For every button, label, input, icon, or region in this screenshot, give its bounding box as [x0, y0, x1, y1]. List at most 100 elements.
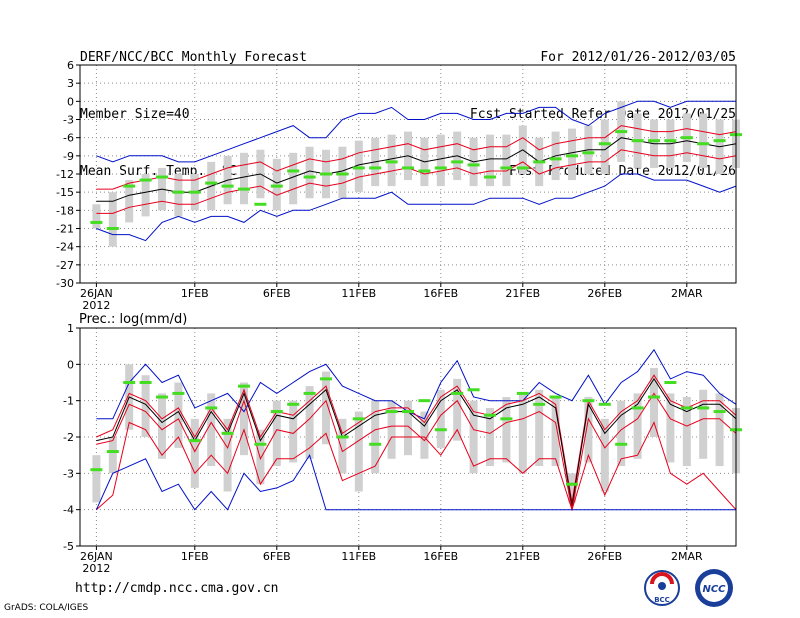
panel2-ensemble-box	[699, 389, 708, 459]
panel1-obs-marker	[205, 181, 218, 185]
panel1-obs-marker	[221, 184, 234, 188]
panel2-obs-marker	[320, 377, 332, 381]
panel1-obs-marker	[434, 166, 447, 170]
panel2-obs-marker	[188, 439, 201, 443]
panel2-obs-marker	[516, 391, 529, 395]
panel1-obs-marker	[566, 154, 578, 158]
panel2-xtick-label: 2MAR	[671, 550, 703, 563]
panel2-ensemble-box	[682, 397, 691, 467]
panel1-ensemble-box	[699, 113, 708, 168]
panel2-ytick-label: -5	[63, 540, 74, 553]
panel2-obs-marker	[664, 381, 677, 384]
panel1-obs-marker	[697, 142, 710, 146]
panel1-ytick-label: -9	[63, 150, 74, 163]
panel2-ensemble-box	[420, 411, 429, 459]
panel1-obs-marker	[188, 190, 201, 194]
panel2-xtick-label: 6FEB	[263, 550, 291, 563]
panel2-obs-marker	[451, 391, 464, 395]
panel1-obs-marker	[254, 202, 267, 206]
panel1-ensemble-box	[305, 146, 314, 199]
panel1-obs-marker	[451, 160, 464, 164]
panel2-obs-marker	[238, 384, 250, 388]
panel2-ensemble-box	[223, 418, 232, 492]
panel2-ensemble-box	[305, 386, 314, 459]
panel1-obs-marker	[320, 172, 332, 176]
panel2-ensemble-box	[272, 400, 281, 467]
panel2-ensemble-box	[92, 455, 101, 503]
panel2-ytick-label: -3	[63, 467, 74, 480]
panel2-ensemble-box	[158, 393, 166, 459]
ncc-logo: NCC	[695, 569, 733, 607]
panel2-obs-marker	[221, 431, 234, 435]
panel2-obs-marker	[566, 482, 578, 486]
panel2-ensemble-box	[289, 400, 298, 463]
panel2-ensemble-box	[207, 393, 216, 467]
panel2-obs-marker	[156, 395, 168, 399]
panel1-xtick-label: 11FEB	[341, 287, 376, 300]
panel1-xtick-label: 1FEB	[181, 287, 209, 300]
panel1-obs-marker	[533, 160, 546, 164]
panel2-ensemble-box	[354, 411, 363, 492]
panel1-ytick-label: 0	[67, 95, 74, 108]
panel2-ensemble-box	[108, 437, 117, 474]
panel2-ensemble-box	[453, 378, 462, 441]
panel1-obs-marker	[287, 169, 300, 173]
panel2-obs-marker	[369, 442, 382, 446]
panel2-line-min	[95, 454, 736, 511]
bcc-logo-text: BCC	[654, 596, 670, 604]
panel2-line-upper	[96, 374, 737, 503]
panel2-ytick-label: 0	[67, 358, 74, 371]
panel2-ensemble-box	[469, 400, 478, 474]
panel1-obs-marker	[303, 175, 316, 179]
panel1-ensemble-box	[600, 119, 609, 174]
panel2-obs-marker	[385, 410, 398, 414]
panel1-line-mean	[96, 137, 737, 202]
panel1-ytick-label: -15	[56, 186, 74, 199]
panel2-ytick-label: 1	[67, 322, 74, 335]
header-right: For 2012/01/26-2012/03/05 Fcst Started R…	[470, 10, 736, 200]
panel1-obs-marker	[516, 166, 529, 170]
panel1-ytick-label: -18	[56, 204, 74, 217]
header-member-size: Member Size=40	[80, 107, 190, 122]
panel2-obs-marker	[680, 406, 693, 410]
panel2-obs-marker	[139, 381, 152, 384]
panel1-obs-marker	[270, 184, 283, 188]
panel2-ensemble-box	[338, 418, 347, 474]
panel2-xtick-label: 16FEB	[423, 550, 458, 563]
panel1-obs-marker	[615, 130, 628, 134]
panel2-xtick-label: 26FEB	[587, 550, 622, 563]
panel1-xtick-label: 26FEB	[587, 287, 622, 300]
panel2-ensemble-box	[568, 473, 576, 503]
panel1-line-upper	[96, 125, 737, 190]
panel2-ensemble-box	[190, 418, 199, 488]
panel2-ytick-label: -4	[63, 504, 74, 517]
panel2-ensemble-box	[141, 375, 150, 437]
panel2-obs-marker	[533, 402, 546, 406]
panel2-ensemble-box	[650, 367, 658, 437]
panel2-obs-marker	[713, 410, 726, 414]
panel1-ensemble-box	[568, 128, 576, 181]
panel1-obs-marker	[139, 178, 152, 182]
panel1-obs-marker	[106, 227, 119, 230]
panel2-ensemble-box	[436, 389, 445, 448]
panel1-ytick-label: -27	[56, 259, 74, 272]
panel2-line-lower	[96, 392, 737, 510]
header-title: DERF/NCC/BCC Monthly Forecast	[80, 50, 307, 65]
panel2-ensemble-box	[535, 389, 544, 467]
header-start-date: Fcst Started Refer Date 2012/01/25	[469, 107, 736, 122]
panel2-ytick-label: -1	[63, 395, 74, 408]
panel1-obs-marker	[172, 190, 185, 194]
footer-url[interactable]: http://cmdp.ncc.cma.gov.cn	[75, 581, 279, 596]
panel2-xtick-label: 1FEB	[181, 550, 209, 563]
panel2-obs-marker	[631, 406, 644, 410]
panel1-obs-marker	[713, 139, 726, 143]
bcc-logo: BCC	[644, 570, 680, 606]
panel2-ensemble-box	[666, 393, 675, 463]
panel2-xtick-label: 26JAN	[80, 550, 113, 563]
panel2-ensemble-box	[715, 393, 724, 467]
panel1-ensemble-box	[92, 204, 101, 229]
panel1-obs-marker	[664, 139, 677, 143]
panel2-xtick-label: 11FEB	[341, 550, 376, 563]
panel1-obs-marker	[582, 151, 595, 155]
panel2-line-low2	[96, 421, 737, 512]
